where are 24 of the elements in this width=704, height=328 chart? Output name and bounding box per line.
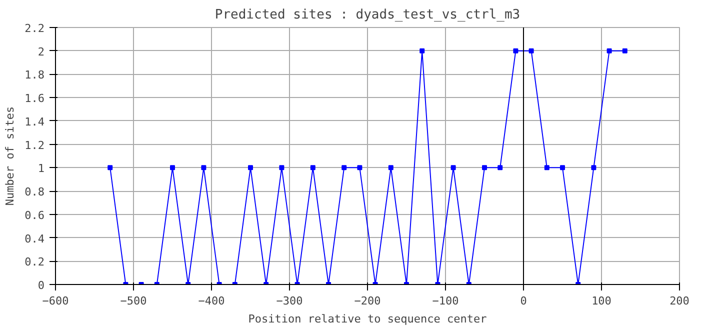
- y-tick-label: 1.4: [24, 115, 45, 128]
- x-tick-label: 0: [520, 294, 527, 308]
- chart-title: Predicted sites : dyads_test_vs_ctrl_m3: [214, 8, 520, 22]
- y-tick-label: 1.8: [24, 68, 45, 82]
- y-axis-title: Number of sites: [4, 106, 17, 206]
- y-tick-label: 0.4: [24, 232, 45, 246]
- y-tick-label: 0.6: [24, 208, 45, 222]
- y-tick-label: 2.2: [24, 22, 45, 35]
- y-tick-label: 1.2: [24, 138, 45, 152]
- y-tick-label: 2: [38, 45, 44, 58]
- x-tick-label: 200: [670, 294, 690, 308]
- y-tick-label: 0: [38, 279, 44, 292]
- x-tick-label: −100: [432, 294, 459, 308]
- x-tick-label: −600: [42, 294, 69, 308]
- y-tick-label: 0.8: [24, 186, 45, 199]
- x-tick-label: −200: [354, 294, 381, 308]
- x-tick-label: −500: [120, 294, 147, 308]
- x-tick-label: −300: [276, 294, 303, 308]
- y-tick-label: 1.6: [24, 92, 45, 106]
- y-tick-label: 0.2: [24, 256, 45, 269]
- x-tick-label: −400: [198, 294, 225, 308]
- x-axis-title: Position relative to sequence center: [248, 312, 488, 326]
- y-tick-label: 1: [38, 162, 44, 176]
- x-tick-label: 100: [592, 294, 612, 308]
